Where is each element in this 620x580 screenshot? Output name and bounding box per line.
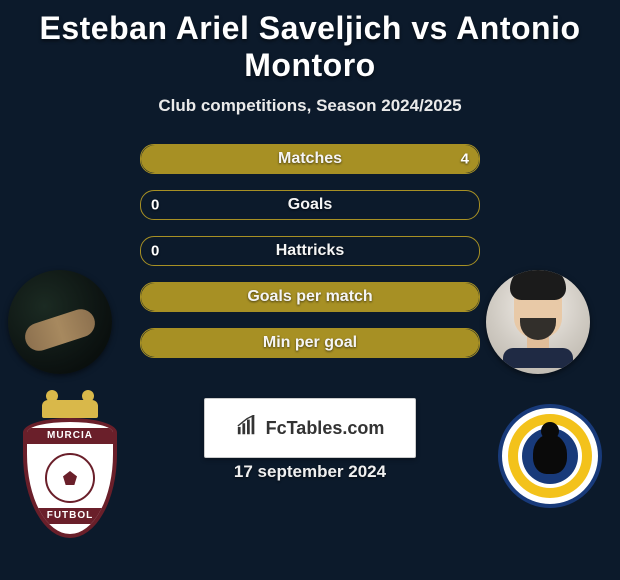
player-left-photo	[8, 270, 112, 374]
club-left-bottom-text: FUTBOL	[27, 508, 113, 524]
stat-bar-row: Min per goal	[140, 328, 480, 358]
page-subtitle: Club competitions, Season 2024/2025	[0, 96, 620, 116]
date-label: 17 september 2024	[0, 462, 620, 482]
brand-box[interactable]: FcTables.com	[204, 398, 416, 458]
brand-text: FcTables.com	[266, 418, 385, 439]
round-badge-icon	[498, 404, 602, 508]
stat-label: Hattricks	[141, 242, 479, 260]
stat-label: Goals	[141, 196, 479, 214]
stat-label: Min per goal	[141, 334, 479, 352]
stat-value-left: 0	[151, 243, 159, 260]
stat-bar-row: Goals0	[140, 190, 480, 220]
club-right-logo	[498, 404, 602, 508]
stat-value-left: 0	[151, 197, 159, 214]
stat-bar-row: Matches4	[140, 144, 480, 174]
stat-value-right: 4	[461, 151, 469, 168]
comparison-card: Esteban Ariel Saveljich vs Antonio Monto…	[0, 0, 620, 580]
player-left-arm-shape	[21, 306, 98, 355]
club-left-top-text: MURCIA	[27, 428, 113, 444]
stat-bar-row: Goals per match	[140, 282, 480, 312]
page-title: Esteban Ariel Saveljich vs Antonio Monto…	[0, 0, 620, 84]
stat-label: Goals per match	[141, 288, 479, 306]
bar-chart-icon	[236, 415, 258, 442]
player-right-photo	[486, 270, 590, 374]
stat-bars: Matches4Goals0Hattricks0Goals per matchM…	[140, 144, 480, 374]
stat-bar-row: Hattricks0	[140, 236, 480, 266]
player-right-face-shape	[503, 276, 573, 368]
stat-label: Matches	[141, 150, 479, 168]
